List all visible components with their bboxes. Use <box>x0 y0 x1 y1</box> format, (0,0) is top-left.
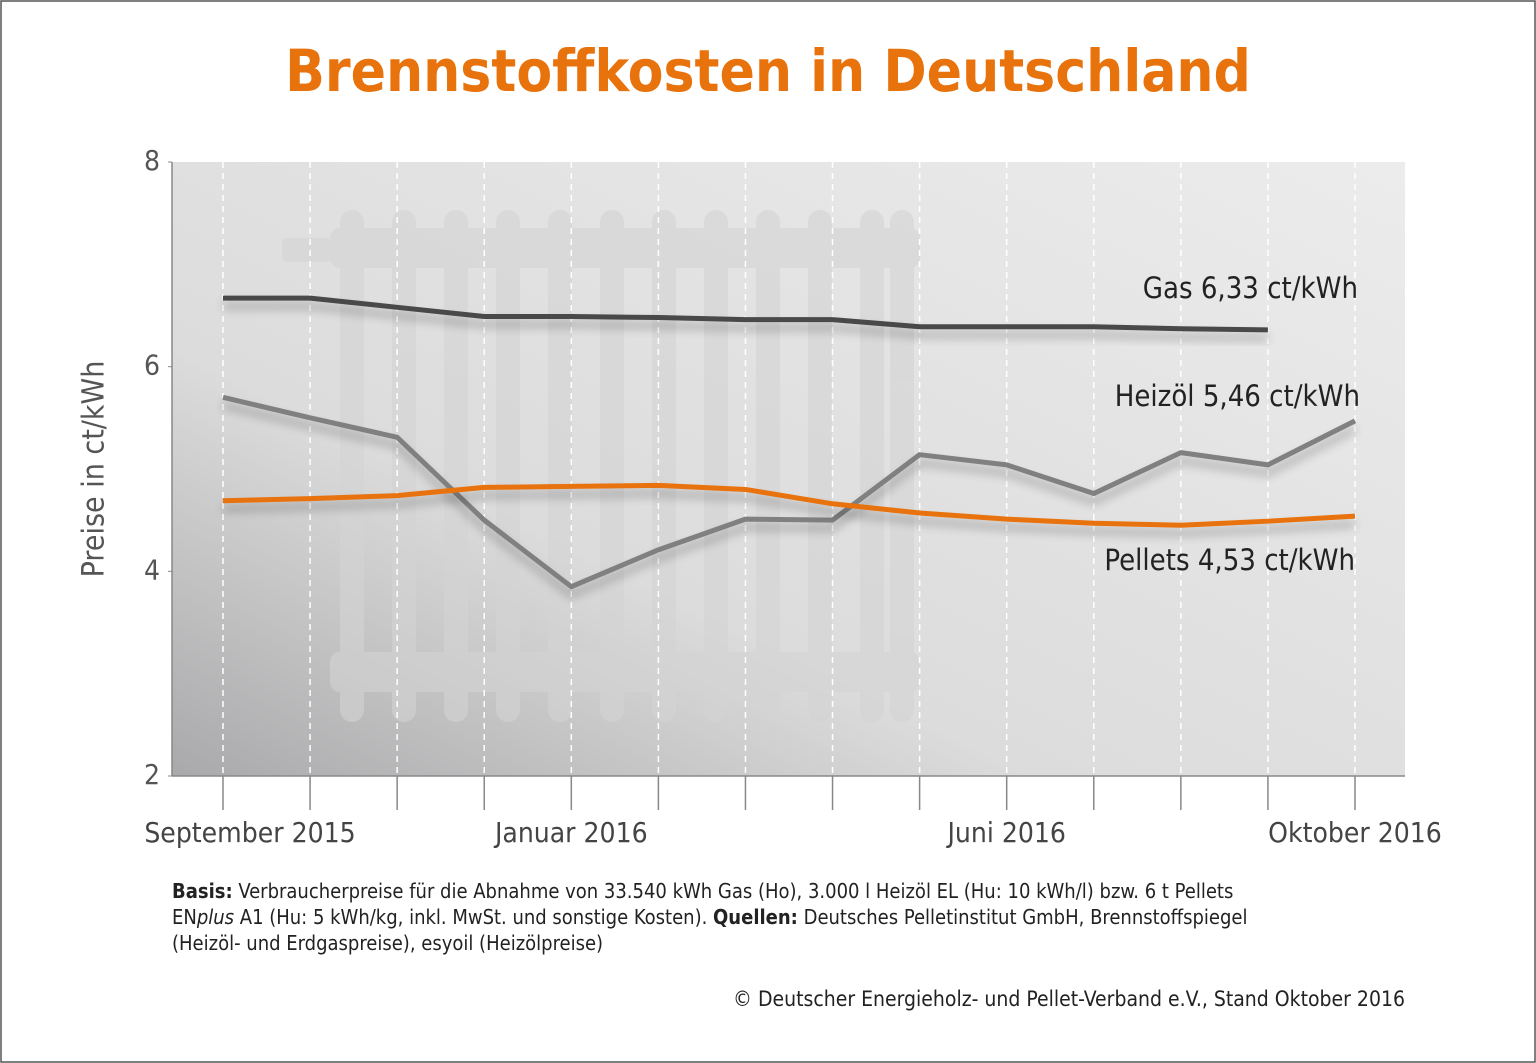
credit: © Deutscher Energieholz- und Pellet-Verb… <box>733 987 1405 1011</box>
footnote-line: Basis: Verbraucherpreise für die Abnahme… <box>172 879 1233 903</box>
x-tick-label: Oktober 2016 <box>1268 816 1442 849</box>
footnote-line: ENplus A1 (Hu: 5 kWh/kg, inkl. MwSt. und… <box>172 905 1247 929</box>
y-tick-label: 8 <box>144 144 160 177</box>
y-axis-title: Preise in ct/kWh <box>77 361 112 578</box>
y-tick-label: 6 <box>144 349 160 382</box>
footnote-line: (Heizöl- und Erdgaspreise), esyoil (Heiz… <box>172 931 603 955</box>
y-tick-label: 2 <box>144 758 160 791</box>
chart-title: Brennstoffkosten in Deutschland <box>285 37 1251 105</box>
footnote-text: Deutsches Pelletinstitut GmbH, Brennstof… <box>798 905 1248 929</box>
footnote-text: Basis: <box>172 879 233 903</box>
series-line <box>222 482 1356 528</box>
footnote-text: EN <box>172 905 197 929</box>
series-annotation: Gas 6,33 ct/kWh <box>1143 271 1358 305</box>
series-annotation: Pellets 4,53 ct/kWh <box>1104 543 1355 577</box>
footnote-text: (Heizöl- und Erdgaspreise), esyoil (Heiz… <box>172 931 603 955</box>
x-tick-label: Juni 2016 <box>945 816 1065 849</box>
series-line <box>223 295 1268 333</box>
x-tick-label: Januar 2016 <box>493 816 648 849</box>
footnote-text: Verbraucherpreise für die Abnahme von 33… <box>233 879 1234 903</box>
y-tick-label: 4 <box>144 553 160 586</box>
footnote-text: Quellen: <box>713 905 798 929</box>
series-annotation: Heizöl 5,46 ct/kWh <box>1115 379 1360 413</box>
footnote-text: A1 (Hu: 5 kWh/kg, inkl. MwSt. und sonsti… <box>234 905 713 929</box>
series-line <box>222 394 1357 590</box>
footnote-text: plus <box>196 905 234 929</box>
x-tick-label: September 2015 <box>144 816 355 849</box>
